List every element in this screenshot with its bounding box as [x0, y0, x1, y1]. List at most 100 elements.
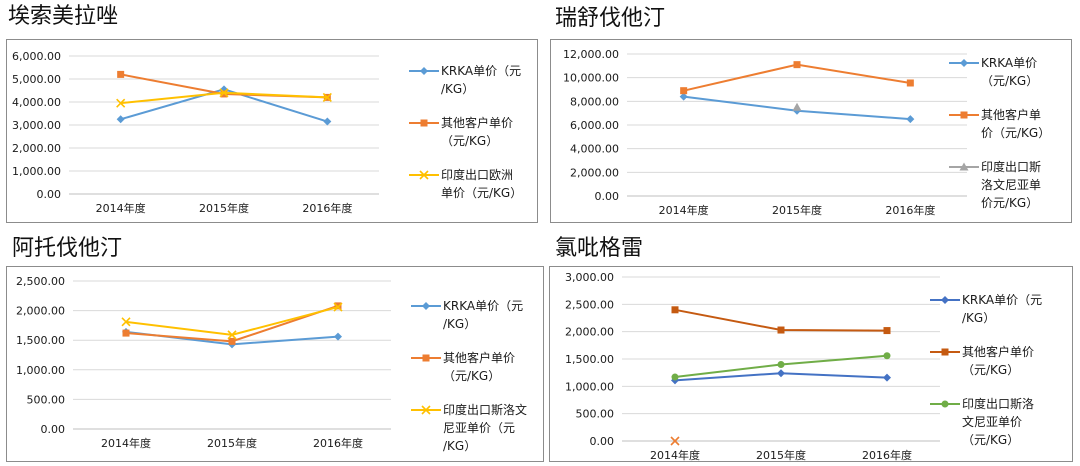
x-tick-label: 2015年度 — [756, 448, 806, 462]
legend-marker — [960, 111, 968, 119]
legend-item: KRKA单价（元 /KG） — [928, 291, 1042, 327]
legend-swatch — [407, 114, 441, 132]
data-point — [227, 330, 237, 340]
legend-marker — [420, 67, 428, 75]
y-tick-label: 2,000.00 — [16, 305, 65, 318]
chart-plot: 0.00 500.00 1,000.00 1,500.00 2,000.00 2,500.… — [565, 271, 940, 462]
chart-plot: 0.00 500.00 1,000.00 1,500.00 2,000.00 2,500.… — [16, 275, 391, 450]
y-tick-label: 1,000.00 — [565, 380, 614, 393]
chart-plot: 0.00 2,000.00 4,000.00 6,000.00 8,000.00 10,0… — [563, 48, 967, 217]
legend-label: 印度出口斯 洛文尼亚单 价元/KG） — [981, 160, 1042, 210]
data-point — [334, 332, 342, 341]
x-tick-label: 2016年度 — [302, 201, 352, 215]
legend-label: 印度出口斯洛文 尼亚单价（元 /KG） — [443, 403, 528, 453]
y-tick-label: 6,000.00 — [570, 119, 619, 132]
data-point — [906, 115, 915, 124]
legend-label: 其他客户单价 （元/KG） — [962, 345, 1035, 377]
legend-item: 其他客户单 价（元/KG） — [947, 106, 1050, 142]
y-tick-label: 1,000.00 — [12, 165, 61, 178]
y-tick-label: 5,000.00 — [12, 73, 61, 86]
data-point — [334, 302, 342, 310]
data-point — [777, 326, 785, 334]
legend-swatch — [947, 106, 981, 124]
series-line — [125, 304, 339, 343]
chart-legend: KRKA单价 （元/KG） 其他客户单 价（元/KG） 印度出口斯 洛文尼亚单 价元… — [947, 54, 1067, 220]
chart-rosuvastatin: 0.00 2,000.00 4,000.00 6,000.00 8,000.00 10,0… — [550, 39, 1072, 223]
legend-swatch — [928, 395, 962, 413]
data-point — [883, 352, 891, 360]
y-tick-label: 8,000.00 — [570, 95, 619, 108]
series-2 — [121, 302, 343, 340]
data-point-extra — [670, 436, 680, 446]
chart-legend: KRKA单价（元 /KG） 其他客户单价 （元/KG） 印度出口欧洲 单价（元/KG… — [407, 62, 533, 220]
y-tick-label: 1,000.00 — [16, 364, 65, 377]
series-line — [125, 306, 339, 336]
legend-label: KRKA单价（元 /KG） — [441, 64, 522, 96]
chart-legend: KRKA单价（元 /KG） 其他客户单价 （元/KG） 印度出口斯洛 文尼亚单价 （… — [928, 291, 1068, 459]
legend-swatch — [407, 62, 441, 80]
legend-swatch — [409, 297, 443, 315]
series-2 — [792, 102, 802, 111]
x-tick-label: 2015年度 — [772, 203, 822, 217]
x-tick-label: 2014年度 — [650, 448, 700, 462]
chart-atorvastatin: 0.00 500.00 1,000.00 1,500.00 2,000.00 2,500.… — [6, 266, 544, 462]
legend-marker — [941, 348, 949, 356]
legend-marker — [419, 170, 429, 180]
y-tick-label: 4,000.00 — [570, 143, 619, 156]
series-1 — [680, 61, 914, 95]
data-point — [122, 329, 130, 337]
series-1 — [671, 306, 891, 335]
legend-marker — [941, 296, 949, 304]
chart-title-rosuvastatin: 瑞舒伐他汀 — [555, 6, 666, 31]
legend-item: 印度出口斯 洛文尼亚单 价元/KG） — [947, 158, 1041, 212]
legend-item: 印度出口欧洲 单价（元/KG） — [407, 166, 522, 202]
legend-item: 其他客户单价 （元/KG） — [407, 114, 513, 150]
legend-label: KRKA单价 （元/KG） — [981, 56, 1039, 88]
legend-item: KRKA单价（元 /KG） — [409, 297, 523, 333]
series-2 — [116, 88, 332, 108]
y-tick-label: 1,500.00 — [16, 334, 65, 347]
y-tick-label: 2,000.00 — [12, 142, 61, 155]
data-point — [777, 360, 785, 368]
y-tick-label: 1,500.00 — [565, 353, 614, 366]
legend-swatch — [928, 291, 962, 309]
legend-swatch — [407, 166, 441, 184]
y-tick-label: 10,000.00 — [563, 72, 619, 85]
chart-title-atorvastatin: 阿托伐他汀 — [12, 236, 123, 261]
legend-swatch — [947, 158, 981, 176]
legend-item: KRKA单价（元 /KG） — [407, 62, 521, 98]
series-2 — [671, 352, 891, 381]
y-tick-label: 500.00 — [576, 408, 615, 421]
data-point — [671, 373, 679, 381]
x-tick-label: 2014年度 — [96, 201, 146, 215]
legend-label: 其他客户单价 （元/KG） — [443, 351, 516, 383]
data-point — [220, 90, 228, 98]
data-point — [117, 70, 125, 78]
y-tick-label: 12,000.00 — [563, 48, 619, 61]
chart-plot: 0.00 1,000.00 2,000.00 3,000.00 4,000.00 5,00… — [12, 50, 379, 215]
legend-marker — [420, 119, 428, 127]
y-tick-label: 2,000.00 — [565, 326, 614, 339]
data-point — [333, 302, 343, 312]
chart-title-esomeprazole: 埃索美拉唑 — [8, 4, 119, 29]
legend-marker — [422, 302, 430, 310]
x-tick-label: 2015年度 — [207, 436, 257, 450]
chart-title-clopidogrel: 氯吡格雷 — [555, 236, 644, 261]
y-tick-label: 0.00 — [37, 188, 62, 201]
legend-item: 印度出口斯洛文 尼亚单价（元 /KG） — [409, 401, 527, 455]
legend-marker — [422, 354, 430, 362]
series-0 — [671, 369, 891, 385]
x-tick-label: 2016年度 — [862, 448, 912, 462]
chart-legend: KRKA单价（元 /KG） 其他客户单价 （元/KG） 印度出口斯洛文 尼亚单价（元… — [409, 297, 539, 459]
chart-clopidogrel: 0.00 500.00 1,000.00 1,500.00 2,000.00 2,500.… — [549, 266, 1073, 462]
legend-marker — [960, 59, 968, 67]
y-tick-label: 2,500.00 — [16, 275, 65, 288]
data-point — [228, 337, 236, 345]
data-point — [883, 327, 891, 335]
series-0 — [116, 85, 332, 126]
y-tick-label: 6,000.00 — [12, 50, 61, 63]
legend-swatch — [409, 349, 443, 367]
legend-swatch — [409, 401, 443, 419]
x-tick-label: 2015年度 — [199, 201, 249, 215]
data-point — [793, 61, 801, 69]
